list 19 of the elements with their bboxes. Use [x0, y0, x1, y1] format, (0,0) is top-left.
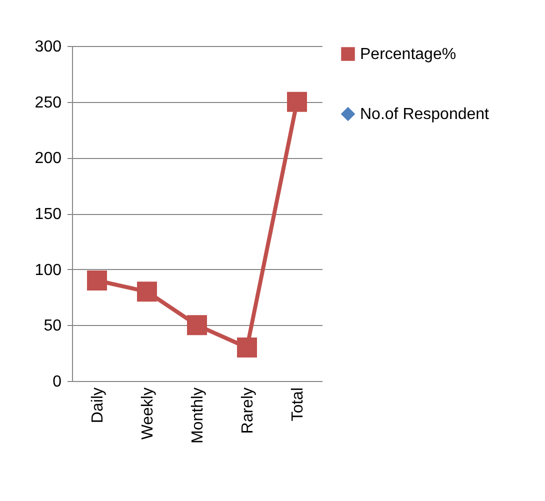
- point: [237, 338, 257, 358]
- x-tick-label: Total: [290, 388, 306, 422]
- legend-label: Percentage%: [360, 46, 456, 63]
- y-tick-label: 150: [34, 206, 62, 223]
- point: [287, 92, 307, 112]
- x-tick-label: Weekly: [140, 388, 156, 440]
- point: [187, 315, 207, 336]
- y-tick-label: 100: [34, 262, 62, 279]
- y-tick-label: 200: [34, 150, 62, 168]
- point: [137, 282, 157, 302]
- x-tick-label: Daily: [90, 388, 106, 424]
- y-tick-label: 50: [44, 318, 62, 335]
- y-tick-label: 300: [34, 38, 62, 56]
- y-tick-label: 250: [34, 94, 62, 112]
- x-tick-label: Monthly: [190, 388, 206, 444]
- y-tick-label: 0: [52, 374, 62, 390]
- point: [87, 270, 107, 290]
- legend-label: No.of Respondent: [360, 106, 490, 123]
- x-tick-label: Rarely: [240, 388, 256, 434]
